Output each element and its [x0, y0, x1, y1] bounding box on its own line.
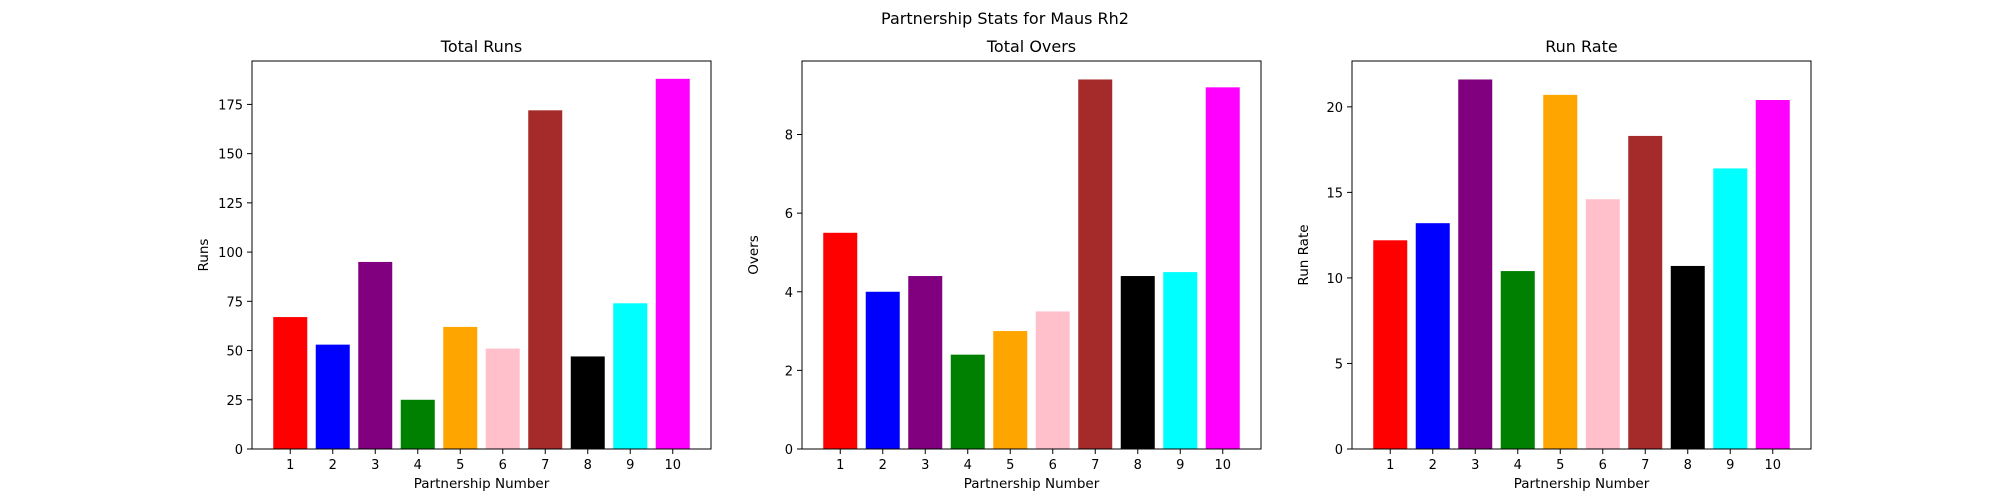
total-overs-bar-6 — [1035, 311, 1070, 449]
run-rate-bar-6 — [1585, 199, 1620, 449]
total-runs-bar-10 — [655, 78, 690, 449]
run-rate-axes-frame — [1351, 60, 1812, 450]
total-runs-bar-2 — [315, 344, 350, 449]
total-overs-bar-5 — [993, 331, 1028, 449]
run-rate-bar-7 — [1628, 135, 1663, 449]
total-runs-ytick-label-50: 50 — [226, 345, 243, 360]
run-rate-xtick-label-9: 9 — [1726, 458, 1734, 473]
total-runs-xtick-label-4: 4 — [414, 458, 422, 473]
total-overs-axes-frame — [801, 60, 1262, 450]
run-rate-bar-1 — [1373, 240, 1408, 449]
run-rate-xtick-label-8: 8 — [1684, 458, 1692, 473]
run-rate-ytick-label-5: 5 — [1335, 357, 1343, 372]
total-runs-ytick-label-125: 125 — [218, 197, 243, 212]
total-runs-xtick-label-10: 10 — [664, 458, 681, 473]
total-runs-bar-7 — [528, 110, 563, 449]
total-runs-xtick-label-2: 2 — [329, 458, 337, 473]
total-overs-xtick-label-10: 10 — [1214, 458, 1231, 473]
run-rate-title: Run Rate — [1545, 37, 1617, 56]
total-runs-bar-8 — [570, 356, 605, 449]
total-runs-xtick-label-7: 7 — [541, 458, 549, 473]
total-overs-bar-9 — [1163, 272, 1198, 449]
total-overs-title: Total Overs — [986, 37, 1076, 56]
total-overs-panel: 1 2 3 4 5 6 7 8 9 10 0 2 4 6 8 Total Overs Partnership N… — [746, 37, 1262, 492]
total-overs-xtick-label-6: 6 — [1049, 458, 1057, 473]
run-rate-bar-5 — [1543, 94, 1578, 450]
total-overs-ytick-label-2: 2 — [785, 364, 793, 379]
total-overs-bar-3 — [908, 276, 943, 449]
run-rate-ytick-label-15: 15 — [1326, 186, 1343, 201]
total-runs-bar-9 — [613, 303, 648, 449]
run-rate-bar-8 — [1670, 265, 1705, 449]
total-runs-bar-5 — [443, 326, 478, 449]
total-runs-ytick-label-175: 175 — [218, 98, 243, 113]
run-rate-bar-10 — [1755, 100, 1790, 449]
total-runs-xtick-label-6: 6 — [499, 458, 507, 473]
total-runs-xtick-label-8: 8 — [584, 458, 592, 473]
total-overs-xlabel: Partnership Number — [964, 476, 1100, 492]
run-rate-bar-3 — [1458, 79, 1493, 449]
total-overs-bar-8 — [1120, 276, 1155, 449]
run-rate-xtick-label-1: 1 — [1386, 458, 1394, 473]
total-runs-ylabel: Runs — [196, 239, 212, 272]
total-runs-title: Total Runs — [440, 37, 522, 56]
total-overs-bar-7 — [1078, 79, 1113, 449]
run-rate-ytick-label-20: 20 — [1326, 101, 1343, 116]
total-overs-bar-10 — [1205, 87, 1240, 449]
total-overs-xtick-label-3: 3 — [921, 458, 929, 473]
total-overs-ytick-label-0: 0 — [785, 443, 793, 458]
total-overs-xtick-label-5: 5 — [1006, 458, 1014, 473]
run-rate-bar-2 — [1415, 223, 1450, 449]
total-overs-bar-1 — [823, 232, 858, 449]
run-rate-xtick-label-3: 3 — [1471, 458, 1479, 473]
total-runs-bar-3 — [358, 261, 393, 449]
total-runs-bar-1 — [273, 317, 308, 449]
total-runs-ytick-label-0: 0 — [235, 443, 243, 458]
run-rate-xtick-label-10: 10 — [1764, 458, 1781, 473]
total-runs-xlabel: Partnership Number — [414, 476, 550, 492]
total-overs-xtick-label-7: 7 — [1091, 458, 1099, 473]
run-rate-xtick-label-4: 4 — [1514, 458, 1522, 473]
total-runs-bar-4 — [400, 399, 435, 449]
total-overs-ytick-label-8: 8 — [785, 129, 793, 144]
run-rate-ytick-label-0: 0 — [1335, 443, 1343, 458]
run-rate-xtick-label-7: 7 — [1641, 458, 1649, 473]
total-runs-xtick-label-5: 5 — [456, 458, 464, 473]
total-runs-ytick-label-100: 100 — [218, 246, 243, 261]
figure-title: Partnership Stats for Maus Rh2 — [881, 9, 1129, 28]
total-overs-xtick-label-4: 4 — [964, 458, 972, 473]
run-rate-bar-4 — [1500, 271, 1535, 449]
total-overs-bar-4 — [950, 354, 985, 449]
run-rate-ytick-label-10: 10 — [1326, 272, 1343, 287]
total-runs-xtick-label-3: 3 — [371, 458, 379, 473]
total-overs-xtick-label-2: 2 — [879, 458, 887, 473]
run-rate-xtick-label-5: 5 — [1556, 458, 1564, 473]
total-overs-xtick-label-8: 8 — [1134, 458, 1142, 473]
total-overs-xtick-label-1: 1 — [836, 458, 844, 473]
total-overs-ytick-label-6: 6 — [785, 207, 793, 222]
run-rate-ylabel: Run Rate — [1296, 224, 1312, 285]
total-runs-ytick-label-75: 75 — [226, 295, 243, 310]
total-runs-ytick-label-150: 150 — [218, 148, 243, 163]
run-rate-xlabel: Partnership Number — [1514, 476, 1650, 492]
total-overs-ylabel: Overs — [746, 235, 762, 275]
total-runs-xtick-label-9: 9 — [626, 458, 634, 473]
run-rate-panel: 1 2 3 4 5 6 7 8 9 10 0 5 10 15 20 Run Rate Partnership N… — [1296, 37, 1812, 492]
total-runs-xtick-label-1: 1 — [286, 458, 294, 473]
total-runs-axes-frame — [251, 60, 712, 450]
run-rate-xtick-label-2: 2 — [1429, 458, 1437, 473]
total-overs-xtick-label-9: 9 — [1176, 458, 1184, 473]
total-runs-ytick-label-25: 25 — [226, 394, 243, 409]
run-rate-xtick-label-6: 6 — [1599, 458, 1607, 473]
run-rate-bar-9 — [1713, 168, 1748, 449]
total-overs-ytick-label-4: 4 — [785, 286, 793, 301]
total-overs-bar-2 — [865, 291, 900, 449]
total-runs-bar-6 — [485, 348, 520, 449]
